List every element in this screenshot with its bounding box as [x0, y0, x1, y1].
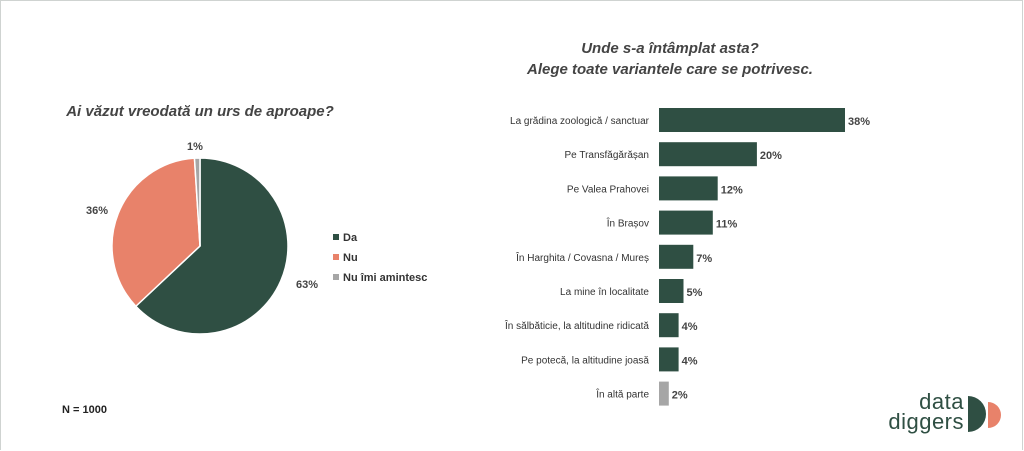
bar-category-label: În Harghita / Covasna / Mureș	[515, 251, 649, 264]
bar-chart-title-line1: Unde s-a întâmplat asta?	[581, 40, 759, 57]
bar-value-label: 7%	[696, 253, 712, 265]
bar-chart-title-line2: Alege toate variantele care se potrivesc…	[527, 61, 813, 78]
bar-value-label: 11%	[716, 219, 738, 231]
logo-text-line1: data	[919, 389, 964, 414]
bar-category-label: În Brașov	[606, 217, 649, 230]
pie-value-label: 36%	[86, 205, 108, 217]
bar	[659, 381, 669, 406]
pie-slice-1	[134, 157, 289, 335]
data-diggers-logo: data diggers	[866, 389, 1006, 438]
bar	[659, 347, 679, 372]
bar-category-label: La grădina zoologică / sanctuar	[510, 116, 650, 127]
bar	[659, 210, 713, 235]
bar-value-label: 38%	[848, 116, 870, 128]
pie-value-label: 63%	[296, 279, 318, 291]
legend-swatch	[333, 274, 339, 280]
logo-text: data diggers	[866, 389, 964, 434]
bar-value-label: 20%	[760, 150, 782, 162]
bar-category-label: În sălbăticie, la altitudine ridicată	[504, 319, 649, 332]
bar-value-label: 4%	[682, 321, 698, 333]
bar-category-label: La mine în localitate	[560, 287, 649, 298]
pie-value-label: 1%	[187, 141, 203, 153]
bar	[659, 279, 684, 303]
bar	[659, 244, 694, 269]
bar-value-label: 5%	[686, 287, 702, 299]
legend-label: Nu îmi amintesc	[343, 272, 427, 284]
pie-slice-3	[193, 157, 201, 247]
bar-category-label: Pe potecă, la altitudine joasă	[521, 355, 649, 366]
bar-chart-title: Unde s-a întâmplat asta? Alege toate var…	[450, 38, 890, 80]
legend-label: Da	[343, 232, 358, 244]
bar	[659, 142, 757, 167]
legend-swatch	[333, 254, 339, 260]
bar-category-label: Pe Valea Prahovei	[567, 184, 649, 195]
sample-size-label: N = 1000	[62, 404, 107, 416]
bar	[659, 108, 845, 132]
logo-mark-icon	[968, 396, 1001, 432]
bar	[659, 176, 718, 201]
bar-category-label: În altă parte	[595, 388, 649, 401]
bar-value-label: 12%	[721, 184, 743, 196]
bar-value-label: 4%	[682, 355, 698, 367]
logo-text-line2: diggers	[888, 409, 964, 434]
bar	[659, 313, 679, 338]
bar-chart: La grădina zoologică / sanctuar 38% Pe Tra…	[504, 108, 870, 406]
pie-slice-2	[111, 157, 201, 308]
pie-chart-title: Ai văzut vreodată un urs de aproape?	[66, 103, 334, 120]
pie-chart: 63% Da 36% Nu 1% Nu îmi amintesc	[86, 141, 427, 335]
legend-label: Nu	[343, 252, 358, 264]
bar-value-label: 2%	[672, 390, 688, 402]
bar-category-label: Pe Transfăgărășan	[565, 150, 650, 161]
legend-swatch	[333, 234, 339, 240]
